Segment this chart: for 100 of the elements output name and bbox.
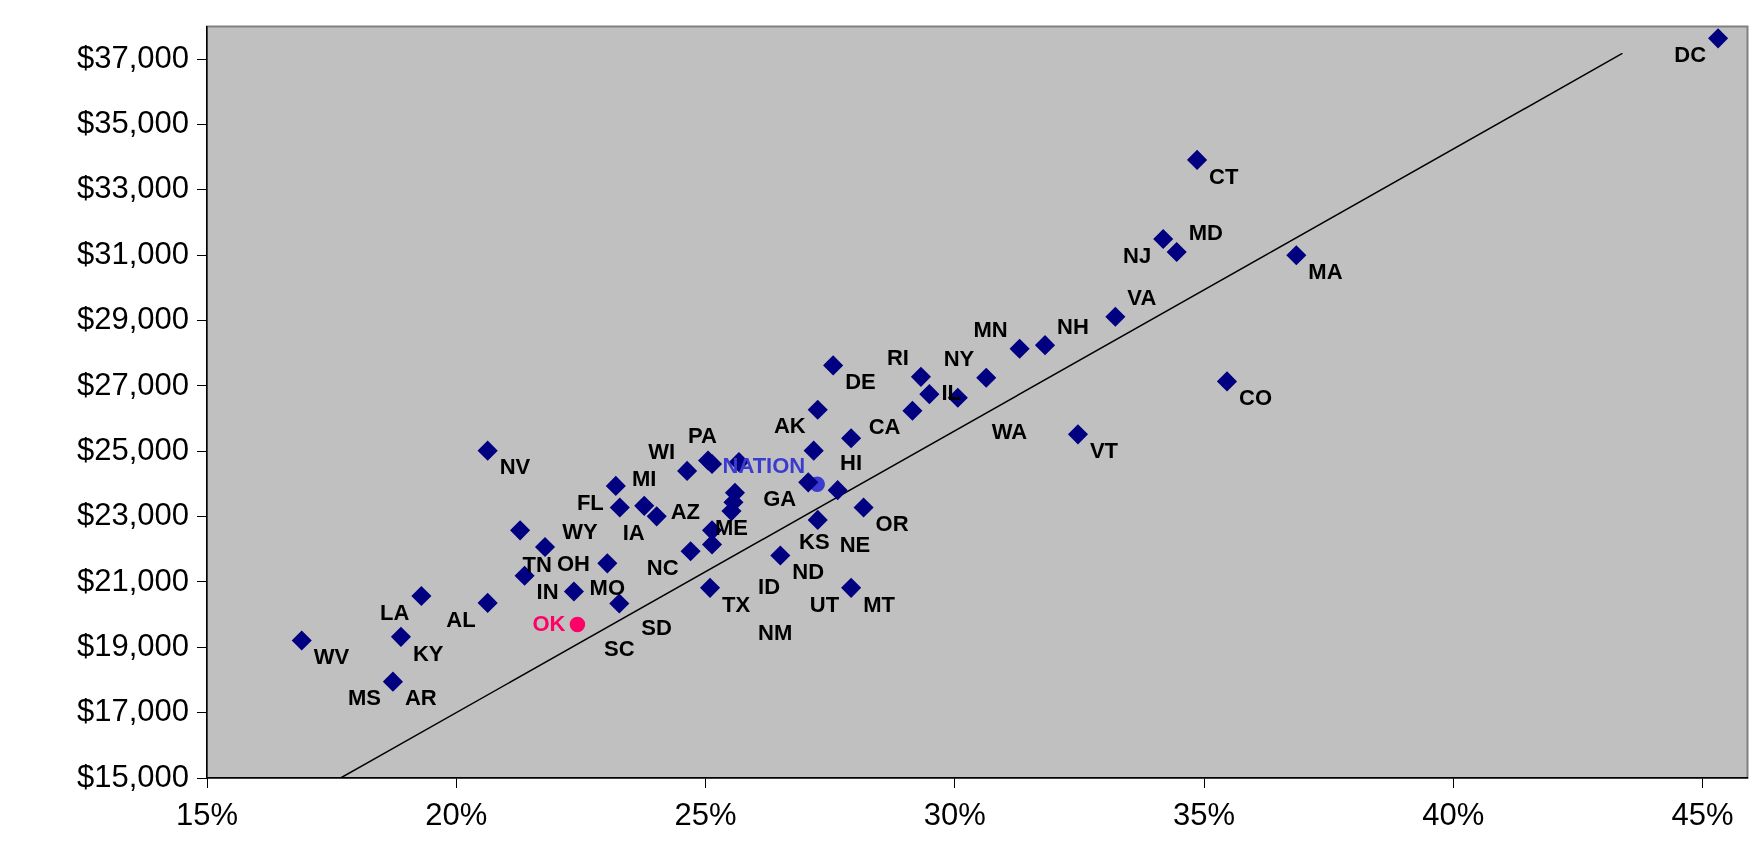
y-tick-label: $27,000: [76, 366, 189, 402]
x-tick-label: 25%: [674, 797, 737, 833]
y-tick-label: $19,000: [76, 627, 189, 663]
annotation: DE: [845, 369, 876, 395]
point: [646, 506, 667, 527]
point: [535, 537, 555, 557]
annotation: AL: [446, 606, 476, 632]
y-tick-label: $29,000: [76, 301, 189, 337]
annotation: SD: [641, 615, 672, 641]
annotation: MI: [632, 466, 657, 492]
point: [411, 586, 432, 606]
annotation: TX: [722, 591, 751, 617]
annotation: IN: [536, 579, 559, 605]
point: [477, 593, 498, 613]
point: [291, 630, 312, 651]
y-tick-label: $35,000: [76, 105, 189, 141]
point: [606, 476, 626, 496]
annotation: CO: [1239, 385, 1273, 411]
point: [477, 440, 498, 461]
annotation: MT: [863, 591, 896, 617]
y-tick-label: $33,000: [76, 170, 189, 206]
x-tick-label: 45%: [1671, 797, 1734, 833]
annotation: PA: [688, 422, 718, 448]
annotation: NY: [943, 346, 975, 372]
annotation: UT: [809, 591, 840, 617]
annotation: ND: [792, 559, 825, 585]
annotation: WI: [648, 439, 676, 465]
annotation: RI: [886, 345, 909, 371]
point: [510, 520, 530, 541]
annotation: WV: [313, 644, 350, 670]
annotation: TN: [522, 551, 552, 577]
annotation: NJ: [1123, 242, 1152, 268]
point: [1286, 245, 1307, 266]
annotation: ID: [758, 573, 781, 599]
point: [841, 578, 861, 598]
point: [1166, 242, 1187, 262]
annotation: WA: [991, 418, 1028, 444]
annotation: VT: [1089, 437, 1119, 463]
y-tick-label: $21,000: [76, 562, 189, 598]
point: [610, 497, 630, 518]
annotation: AR: [404, 685, 437, 711]
y-tick-label: $25,000: [76, 431, 189, 467]
annotation: GA: [763, 486, 797, 511]
point: [803, 440, 824, 461]
annotation: HI: [840, 449, 863, 475]
point: [1217, 371, 1237, 392]
annotation: AZ: [670, 498, 701, 524]
annotation: SC: [604, 636, 635, 662]
annotation: MD: [1188, 220, 1223, 246]
point: [700, 578, 720, 598]
annotation: DC: [1674, 42, 1707, 68]
annotation: AK: [773, 413, 806, 439]
point: [827, 480, 848, 500]
point: [1035, 335, 1055, 355]
x-tick-label: 30%: [923, 797, 986, 833]
point: [680, 541, 701, 562]
y-tick-label: $23,000: [76, 497, 189, 533]
point: [823, 355, 843, 376]
annotation: NM: [758, 620, 793, 646]
point: [634, 496, 654, 516]
x-tick-label: 35%: [1173, 797, 1236, 833]
point: [902, 401, 923, 421]
point: [597, 553, 618, 574]
point: [798, 472, 818, 493]
annotation: MO: [589, 575, 626, 601]
y-tick-label: $17,000: [76, 693, 189, 729]
point: [976, 368, 996, 388]
point: [702, 534, 722, 555]
annotation: NH: [1057, 313, 1089, 339]
annotation: ME: [714, 514, 748, 540]
y-tick-label: $15,000: [76, 758, 189, 794]
point: [564, 581, 584, 602]
annotation: NE: [839, 531, 871, 557]
point: [1153, 229, 1173, 249]
annotation: KY: [412, 640, 444, 666]
annotation: WY: [562, 519, 599, 545]
x-tick-label: 15%: [175, 797, 239, 833]
point: [1068, 424, 1088, 445]
annotation: MN: [973, 317, 1008, 343]
point: [807, 510, 828, 530]
x-tick-label: 40%: [1422, 797, 1485, 833]
point: [1105, 306, 1126, 327]
point: [609, 593, 630, 614]
point: [1708, 28, 1728, 49]
annotation: OR: [875, 511, 909, 537]
annotation: CA: [868, 414, 901, 440]
annotation: NC: [646, 554, 679, 580]
point: [911, 367, 931, 387]
point: [383, 671, 403, 692]
annotation: LA: [380, 599, 410, 625]
annotation: CT: [1209, 163, 1239, 189]
point: [1187, 150, 1207, 170]
series-label: OK: [532, 610, 566, 636]
x-tick-label: 20%: [425, 797, 488, 833]
annotation: MS: [347, 685, 381, 711]
point: [807, 400, 828, 420]
point: [853, 497, 874, 518]
point: [677, 461, 697, 481]
point: [391, 627, 411, 647]
point: [770, 545, 791, 566]
